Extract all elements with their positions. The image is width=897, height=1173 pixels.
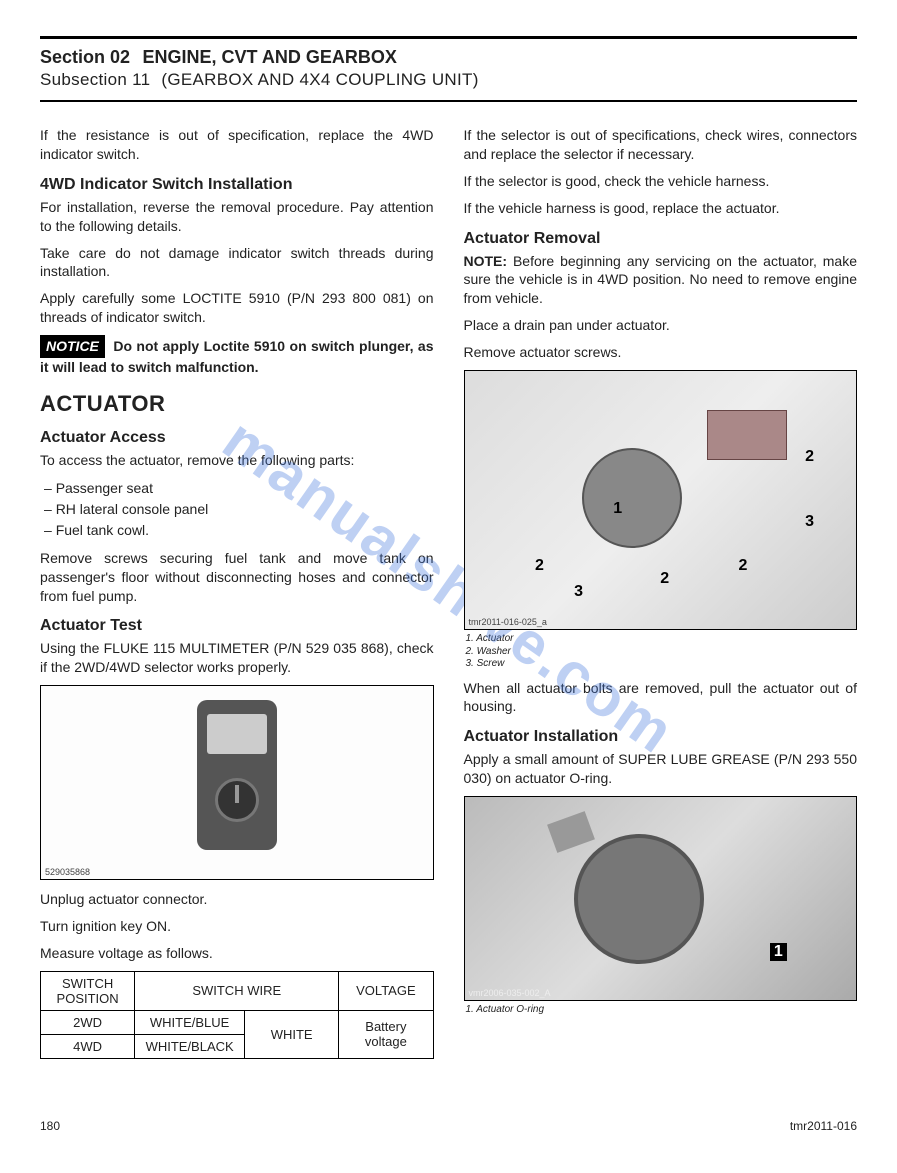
figure-multimeter: 529035868: [40, 685, 434, 880]
para: When all actuator bolts are removed, pul…: [464, 679, 858, 717]
heading-actuator: ACTUATOR: [40, 391, 434, 417]
list-item: Passenger seat: [44, 478, 434, 499]
note-label: NOTE:: [464, 253, 508, 269]
table-row: SWITCH POSITION SWITCH WIRE VOLTAGE: [41, 971, 434, 1010]
callout: 2: [739, 557, 748, 575]
doc-id: tmr2011-016: [790, 1119, 857, 1133]
callout: 3: [805, 513, 814, 531]
caption-line: 1. Actuator: [466, 633, 858, 646]
caption-line: 2. Washer: [466, 646, 858, 659]
section-title: ENGINE, CVT AND GEARBOX: [143, 47, 397, 67]
callout: 2: [660, 570, 669, 588]
voltage-table: SWITCH POSITION SWITCH WIRE VOLTAGE 2WD …: [40, 971, 434, 1059]
para: Take care do not damage indicator switch…: [40, 244, 434, 282]
td: WHITE/BLACK: [135, 1034, 245, 1058]
callout: 2: [805, 448, 814, 466]
para: To access the actuator, remove the follo…: [40, 451, 434, 470]
heading-install: Actuator Installation: [464, 728, 858, 746]
para: For installation, reverse the removal pr…: [40, 198, 434, 236]
th-position: SWITCH POSITION: [41, 971, 135, 1010]
para: NOTE: Before beginning any servicing on …: [464, 252, 858, 309]
para: Measure voltage as follows.: [40, 944, 434, 963]
figure-code: tmr2011-016-025_a: [469, 617, 547, 627]
figure-actuator-install: 1 vmr2006-035-002_A: [464, 796, 858, 1001]
list-item: RH lateral console panel: [44, 499, 434, 520]
para: Remove screws securing fuel tank and mov…: [40, 549, 434, 606]
left-column: If the resistance is out of specificatio…: [40, 126, 434, 1059]
heading-removal: Actuator Removal: [464, 230, 858, 248]
heading-access: Actuator Access: [40, 429, 434, 447]
notice: NOTICE Do not apply Loctite 5910 on swit…: [40, 335, 434, 377]
para: If the selector is out of specifications…: [464, 126, 858, 164]
td: Battery voltage: [339, 1010, 433, 1058]
para: If the selector is good, check the vehic…: [464, 172, 858, 191]
para: If the vehicle harness is good, replace …: [464, 199, 858, 218]
table-row: 2WD WHITE/BLUE WHITE Battery voltage: [41, 1010, 434, 1034]
notice-label: NOTICE: [40, 335, 105, 358]
th-wire: SWITCH WIRE: [135, 971, 339, 1010]
callout: 3: [574, 583, 583, 601]
figure-caption: 1. Actuator O-ring: [466, 1004, 858, 1017]
td: 2WD: [41, 1010, 135, 1034]
figure-caption: 1. Actuator 2. Washer 3. Screw: [466, 633, 858, 671]
caption-line: 3. Screw: [466, 658, 858, 671]
para: Apply a small amount of SUPER LUBE GREAS…: [464, 750, 858, 788]
figure-code: vmr2006-035-002_A: [469, 988, 551, 998]
subsection-title: (GEARBOX AND 4X4 COUPLING UNIT): [161, 70, 478, 89]
right-column: If the selector is out of specifications…: [464, 126, 858, 1059]
para: Apply carefully some LOCTITE 5910 (P/N 2…: [40, 289, 434, 327]
td: WHITE/BLUE: [135, 1010, 245, 1034]
td: 4WD: [41, 1034, 135, 1058]
para: Turn ignition key ON.: [40, 917, 434, 936]
para: Using the FLUKE 115 MULTIMETER (P/N 529 …: [40, 639, 434, 677]
para: If the resistance is out of specificatio…: [40, 126, 434, 164]
page-footer: 180 tmr2011-016: [40, 1119, 857, 1133]
para: Unplug actuator connector.: [40, 890, 434, 909]
callout: 1: [613, 500, 622, 518]
multimeter-icon: [197, 700, 277, 850]
callout: 2: [535, 557, 544, 575]
para: Place a drain pan under actuator.: [464, 316, 858, 335]
list-item: Fuel tank cowl.: [44, 520, 434, 541]
page-number: 180: [40, 1119, 60, 1133]
section-header: Section 02 ENGINE, CVT AND GEARBOX: [40, 47, 857, 68]
access-list: Passenger seat RH lateral console panel …: [40, 478, 434, 541]
callout: 1: [770, 943, 787, 961]
figure-actuator-removal: 1 2 3 2 3 2 2 tmr2011-016-025_a: [464, 370, 858, 630]
section-label: Section 02: [40, 47, 130, 67]
note-body: Before beginning any servicing on the ac…: [464, 253, 858, 307]
header-rule: [40, 100, 857, 102]
heading-4wd-install: 4WD Indicator Switch Installation: [40, 176, 434, 194]
content-columns: If the resistance is out of specificatio…: [40, 126, 857, 1059]
heading-test: Actuator Test: [40, 617, 434, 635]
figure-code: 529035868: [45, 867, 90, 877]
th-voltage: VOLTAGE: [339, 971, 433, 1010]
subsection-label: Subsection 11: [40, 70, 150, 89]
para: Remove actuator screws.: [464, 343, 858, 362]
top-rule: [40, 36, 857, 39]
td: WHITE: [245, 1010, 339, 1058]
subsection-header: Subsection 11 (GEARBOX AND 4X4 COUPLING …: [40, 70, 857, 90]
